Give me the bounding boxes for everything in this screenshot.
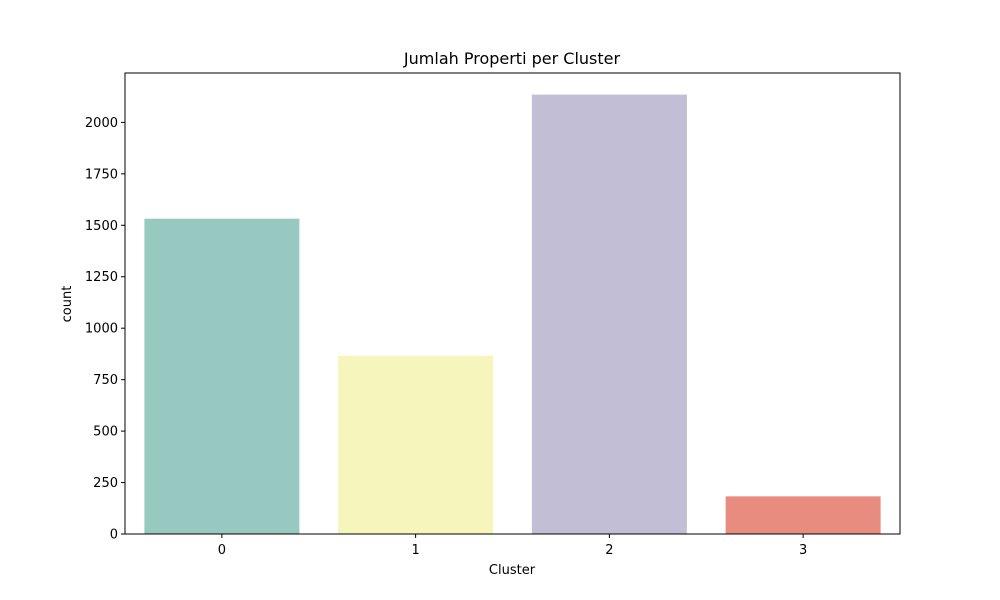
x-tick-label: 1 bbox=[411, 543, 419, 558]
y-tick-label: 500 bbox=[93, 425, 118, 440]
x-tick-label: 0 bbox=[218, 543, 226, 558]
y-tick-label: 250 bbox=[93, 476, 118, 491]
y-tick-label: 1000 bbox=[85, 322, 118, 337]
x-axis: 0 1 2 3 bbox=[218, 534, 807, 558]
y-axis: 0 250 500 750 1000 1250 1500 1750 2000 bbox=[85, 116, 125, 543]
y-tick-label: 750 bbox=[93, 373, 118, 388]
y-axis-label: count bbox=[60, 286, 75, 323]
bar-cluster-0 bbox=[144, 218, 300, 534]
bar-cluster-1 bbox=[338, 355, 494, 534]
bar-cluster-2 bbox=[531, 94, 687, 534]
bar-cluster-3 bbox=[725, 496, 881, 534]
x-tick-label: 2 bbox=[605, 543, 613, 558]
bars-group bbox=[144, 94, 881, 534]
y-tick-label: 1500 bbox=[85, 219, 118, 234]
chart-title: Jumlah Properti per Cluster bbox=[403, 49, 621, 68]
x-tick-label: 3 bbox=[799, 543, 807, 558]
y-tick-label: 1750 bbox=[85, 167, 118, 182]
x-axis-label: Cluster bbox=[489, 563, 536, 578]
y-tick-label: 0 bbox=[110, 528, 118, 543]
y-tick-label: 1250 bbox=[85, 270, 118, 285]
plot-frame bbox=[124, 72, 901, 535]
y-tick-label: 2000 bbox=[85, 116, 118, 131]
